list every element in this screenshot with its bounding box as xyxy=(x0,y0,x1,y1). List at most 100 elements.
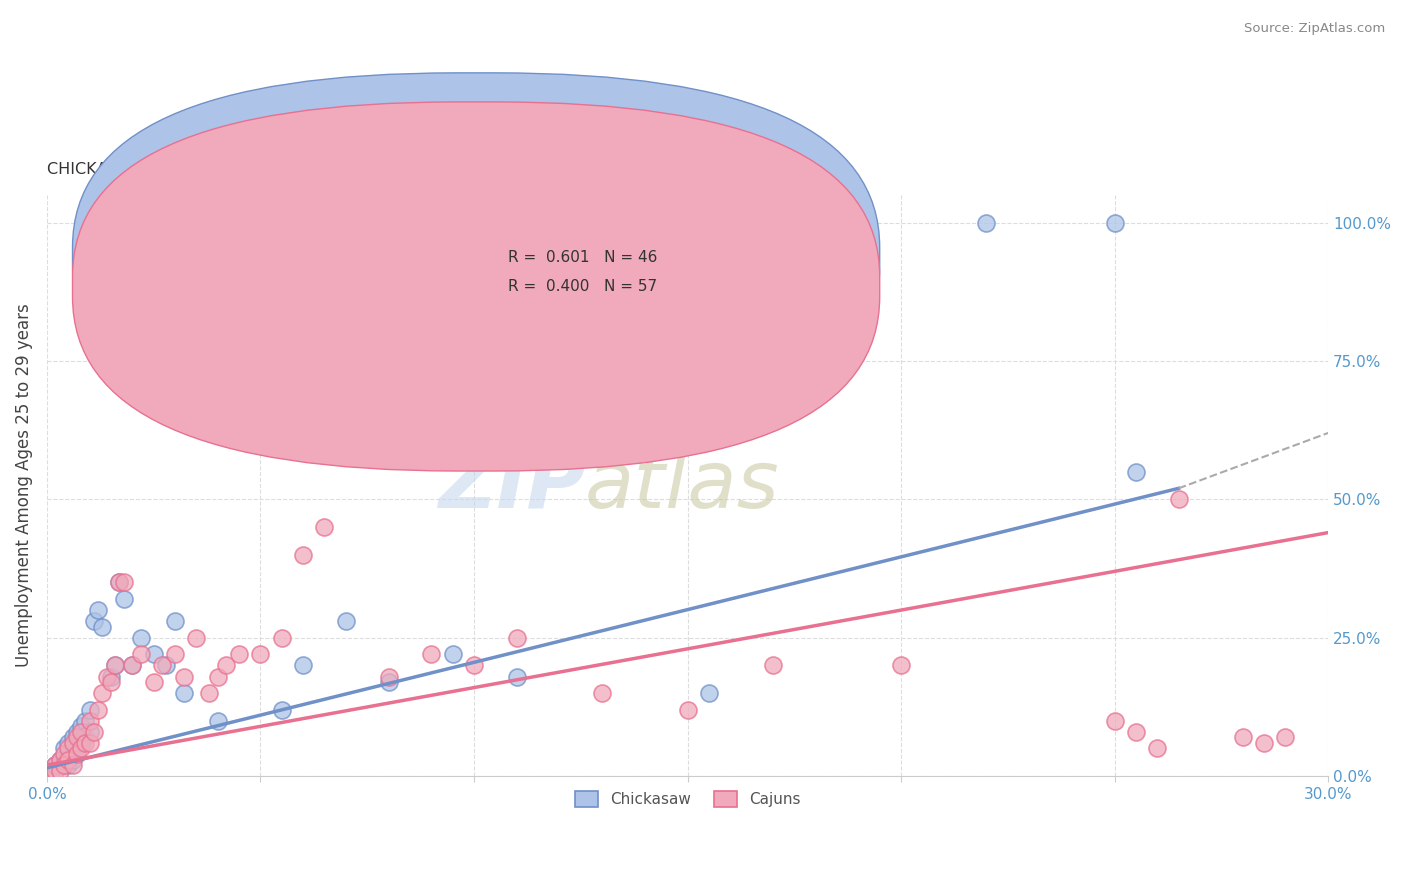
Point xyxy=(591,686,613,700)
Point xyxy=(718,326,741,341)
Point xyxy=(83,724,105,739)
Point xyxy=(173,686,195,700)
Point xyxy=(112,575,135,590)
Point xyxy=(96,669,118,683)
Point xyxy=(48,758,70,772)
Point xyxy=(249,648,271,662)
Point xyxy=(70,719,93,733)
Point xyxy=(100,675,122,690)
FancyBboxPatch shape xyxy=(73,102,880,471)
Point xyxy=(1232,731,1254,745)
Point xyxy=(79,703,101,717)
Point xyxy=(186,631,208,645)
Point xyxy=(104,658,127,673)
Point xyxy=(87,703,110,717)
Point xyxy=(129,631,152,645)
Point xyxy=(52,741,75,756)
Point xyxy=(87,603,110,617)
Point xyxy=(1274,731,1296,745)
Point xyxy=(163,614,186,628)
Point xyxy=(129,648,152,662)
Point xyxy=(270,703,292,717)
Point xyxy=(91,686,114,700)
Point xyxy=(1125,465,1147,479)
Point xyxy=(39,764,62,778)
Point xyxy=(58,758,80,772)
Point xyxy=(207,669,229,683)
Point xyxy=(215,658,238,673)
Point xyxy=(48,753,70,767)
Y-axis label: Unemployment Among Ages 25 to 29 years: Unemployment Among Ages 25 to 29 years xyxy=(15,303,32,667)
Point xyxy=(155,658,177,673)
Point xyxy=(1104,216,1126,230)
Point xyxy=(292,658,315,673)
Point xyxy=(121,658,143,673)
Text: R =  0.400   N = 57: R = 0.400 N = 57 xyxy=(508,278,657,293)
Point xyxy=(108,575,131,590)
Point xyxy=(1253,736,1275,750)
Point xyxy=(314,520,336,534)
Point xyxy=(121,658,143,673)
Point xyxy=(142,675,165,690)
Point xyxy=(52,753,75,767)
Point xyxy=(62,758,84,772)
Point xyxy=(505,631,527,645)
Point xyxy=(207,714,229,728)
Point xyxy=(890,658,912,673)
Point xyxy=(505,669,527,683)
Point xyxy=(100,669,122,683)
Point xyxy=(75,736,97,750)
Point xyxy=(58,753,80,767)
Point xyxy=(377,669,399,683)
Point xyxy=(976,216,998,230)
Point xyxy=(112,592,135,607)
Point xyxy=(463,658,485,673)
Point xyxy=(441,648,464,662)
Point xyxy=(420,648,443,662)
Point xyxy=(62,736,84,750)
Point xyxy=(150,658,173,673)
Legend: Chickasaw, Cajuns: Chickasaw, Cajuns xyxy=(567,784,808,815)
FancyBboxPatch shape xyxy=(437,235,733,309)
Point xyxy=(62,731,84,745)
Point xyxy=(1167,492,1189,507)
Point xyxy=(198,686,221,700)
Point xyxy=(173,669,195,683)
Point xyxy=(48,764,70,778)
Point xyxy=(79,714,101,728)
Point xyxy=(70,741,93,756)
Point xyxy=(58,747,80,761)
FancyBboxPatch shape xyxy=(73,73,880,442)
Point xyxy=(142,648,165,662)
Point xyxy=(48,753,70,767)
Point xyxy=(108,575,131,590)
Point xyxy=(91,620,114,634)
Point xyxy=(62,753,84,767)
Point xyxy=(163,648,186,662)
Point xyxy=(66,731,89,745)
Point xyxy=(66,724,89,739)
Point xyxy=(292,548,315,562)
Point xyxy=(1125,724,1147,739)
Point xyxy=(75,731,97,745)
Point xyxy=(44,758,66,772)
Point xyxy=(335,614,357,628)
Point xyxy=(1146,741,1168,756)
Point xyxy=(52,758,75,772)
Point xyxy=(52,747,75,761)
Point xyxy=(44,764,66,778)
Point xyxy=(66,741,89,756)
Point xyxy=(58,736,80,750)
Point xyxy=(58,741,80,756)
Text: atlas: atlas xyxy=(585,447,780,524)
Point xyxy=(52,758,75,772)
Point xyxy=(762,658,785,673)
Point xyxy=(1104,714,1126,728)
Point xyxy=(676,703,699,717)
Text: Source: ZipAtlas.com: Source: ZipAtlas.com xyxy=(1244,22,1385,36)
Point xyxy=(697,686,720,700)
Point xyxy=(228,648,250,662)
Point xyxy=(70,736,93,750)
Point xyxy=(44,758,66,772)
Point xyxy=(79,736,101,750)
